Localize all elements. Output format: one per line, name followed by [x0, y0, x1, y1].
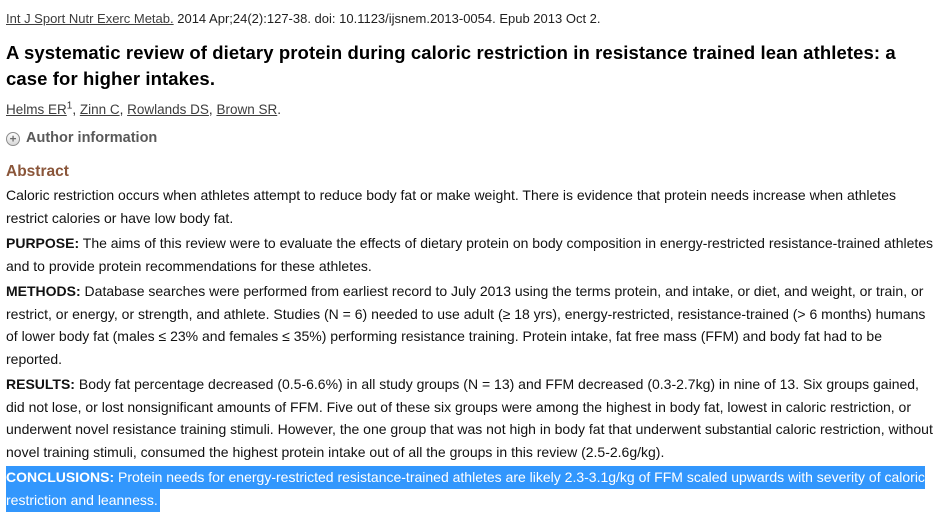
- abstract-body: Caloric restriction occurs when athletes…: [6, 184, 935, 512]
- author-link[interactable]: Rowlands DS: [127, 102, 209, 117]
- paragraph-text: Caloric restriction occurs when athletes…: [6, 187, 896, 226]
- abstract-paragraph: Caloric restriction occurs when athletes…: [6, 184, 935, 229]
- citation-details: 2014 Apr;24(2):127-38. doi: 10.1123/ijsn…: [173, 11, 601, 26]
- author-link[interactable]: Helms ER: [6, 102, 67, 117]
- section-label: RESULTS:: [6, 376, 75, 392]
- citation: Int J Sport Nutr Exerc Metab. 2014 Apr;2…: [6, 11, 935, 26]
- paragraph-text: PURPOSE: The aims of this review were to…: [6, 235, 934, 274]
- abstract-paragraph: RESULTS: Body fat percentage decreased (…: [6, 373, 935, 463]
- section-label: PURPOSE:: [6, 235, 80, 251]
- author-information-label: Author information: [26, 130, 158, 146]
- paragraph-text: METHODS: Database searches were performe…: [6, 283, 926, 367]
- author-information-toggle[interactable]: + Author information: [6, 130, 935, 147]
- abstract-paragraph: PURPOSE: The aims of this review were to…: [6, 232, 935, 277]
- author-affiliation-superscript: 1: [66, 100, 73, 112]
- author-list: Helms ER1, Zinn C, Rowlands DS, Brown SR…: [6, 100, 281, 117]
- paragraph-text: RESULTS: Body fat percentage decreased (…: [6, 376, 933, 460]
- abstract-paragraph: CONCLUSIONS: Protein needs for energy-re…: [6, 466, 935, 512]
- section-label: METHODS:: [6, 283, 81, 299]
- section-label: CONCLUSIONS:: [6, 469, 115, 485]
- journal-link[interactable]: Int J Sport Nutr Exerc Metab.: [6, 11, 174, 26]
- article-title: A systematic review of dietary protein d…: [6, 42, 896, 89]
- abstract-paragraph: METHODS: Database searches were performe…: [6, 280, 935, 370]
- author-link[interactable]: Brown SR: [216, 102, 278, 117]
- plus-circle-icon[interactable]: +: [6, 131, 20, 146]
- abstract-heading: Abstract: [6, 163, 69, 180]
- highlighted-selection-text: CONCLUSIONS: Protein needs for energy-re…: [6, 466, 925, 512]
- author-link[interactable]: Zinn C: [79, 102, 120, 117]
